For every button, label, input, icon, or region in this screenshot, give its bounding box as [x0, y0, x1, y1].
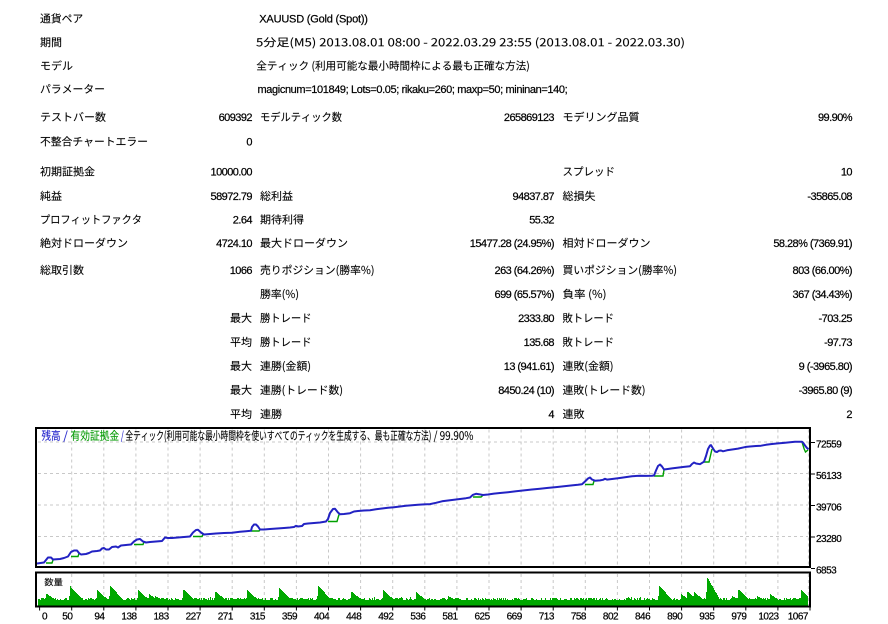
svg-text:0: 0	[42, 611, 48, 622]
svg-text:846: 846	[635, 611, 651, 622]
svg-text:6853: 6853	[816, 565, 837, 576]
svg-text:669: 669	[507, 611, 523, 622]
svg-text:55.32: 55.32	[529, 214, 554, 226]
svg-text:2333.80: 2333.80	[518, 313, 554, 325]
svg-text:-35865.08: -35865.08	[807, 191, 852, 203]
svg-text:138: 138	[121, 611, 137, 622]
svg-text:367 (34.43%): 367 (34.43%)	[793, 289, 852, 301]
svg-text:4: 4	[548, 409, 554, 421]
svg-text:50: 50	[62, 611, 73, 622]
svg-text:72559: 72559	[816, 439, 842, 450]
svg-text:935: 935	[699, 611, 715, 622]
svg-text:-97.73: -97.73	[824, 337, 852, 349]
svg-text:536: 536	[410, 611, 426, 622]
svg-text:183: 183	[154, 611, 170, 622]
svg-text:802: 802	[603, 611, 619, 622]
svg-text:359: 359	[282, 611, 298, 622]
svg-text:94: 94	[94, 611, 105, 622]
svg-text:56133: 56133	[816, 471, 842, 482]
svg-text:99.90%: 99.90%	[818, 112, 853, 124]
svg-text:magicnum=101849; Lots=0.05; ri: magicnum=101849; Lots=0.05; rikaku=260; …	[258, 84, 568, 96]
svg-text:581: 581	[442, 611, 458, 622]
svg-text:15477.28 (24.95%): 15477.28 (24.95%)	[470, 238, 554, 250]
svg-text:10000.00: 10000.00	[211, 166, 253, 178]
svg-text:609392: 609392	[219, 112, 253, 124]
svg-text:0: 0	[246, 136, 252, 148]
svg-text:8450.24 (10): 8450.24 (10)	[498, 385, 554, 397]
svg-text:699 (65.57%): 699 (65.57%)	[495, 289, 554, 301]
svg-text:23280: 23280	[816, 534, 842, 545]
svg-text:979: 979	[731, 611, 747, 622]
svg-text:-3965.80 (9): -3965.80 (9)	[799, 385, 852, 397]
svg-text:1067: 1067	[788, 611, 809, 622]
svg-text:4724.10: 4724.10	[216, 238, 252, 250]
svg-text:625: 625	[475, 611, 491, 622]
svg-text:448: 448	[346, 611, 362, 622]
svg-text:58.28% (7369.91): 58.28% (7369.91)	[773, 238, 852, 250]
svg-text:39706: 39706	[816, 502, 842, 513]
svg-text:1023: 1023	[758, 611, 779, 622]
svg-text:9 (-3965.80): 9 (-3965.80)	[799, 361, 852, 373]
svg-text:315: 315	[250, 611, 266, 622]
svg-text:265869123: 265869123	[504, 112, 555, 124]
svg-text:271: 271	[218, 611, 234, 622]
svg-text:10: 10	[841, 166, 853, 178]
svg-text:135.68: 135.68	[524, 337, 555, 349]
svg-text:713: 713	[539, 611, 555, 622]
svg-text:758: 758	[571, 611, 587, 622]
svg-text:13 (941.61): 13 (941.61)	[504, 361, 554, 373]
svg-text:XAUUSD (Gold (Spot)): XAUUSD (Gold (Spot))	[259, 13, 367, 25]
svg-text:-703.25: -703.25	[819, 313, 853, 325]
svg-text:58972.79: 58972.79	[211, 191, 253, 203]
svg-text:2.64: 2.64	[233, 214, 253, 226]
svg-text:263 (64.26%): 263 (64.26%)	[495, 265, 554, 277]
svg-text:1066: 1066	[230, 265, 253, 277]
svg-text:227: 227	[186, 611, 202, 622]
svg-text:492: 492	[378, 611, 394, 622]
svg-text:890: 890	[667, 611, 683, 622]
svg-text:803 (66.00%): 803 (66.00%)	[793, 265, 852, 277]
svg-text:404: 404	[314, 611, 330, 622]
svg-text:94837.87: 94837.87	[513, 191, 555, 203]
svg-text:2: 2	[846, 409, 852, 421]
